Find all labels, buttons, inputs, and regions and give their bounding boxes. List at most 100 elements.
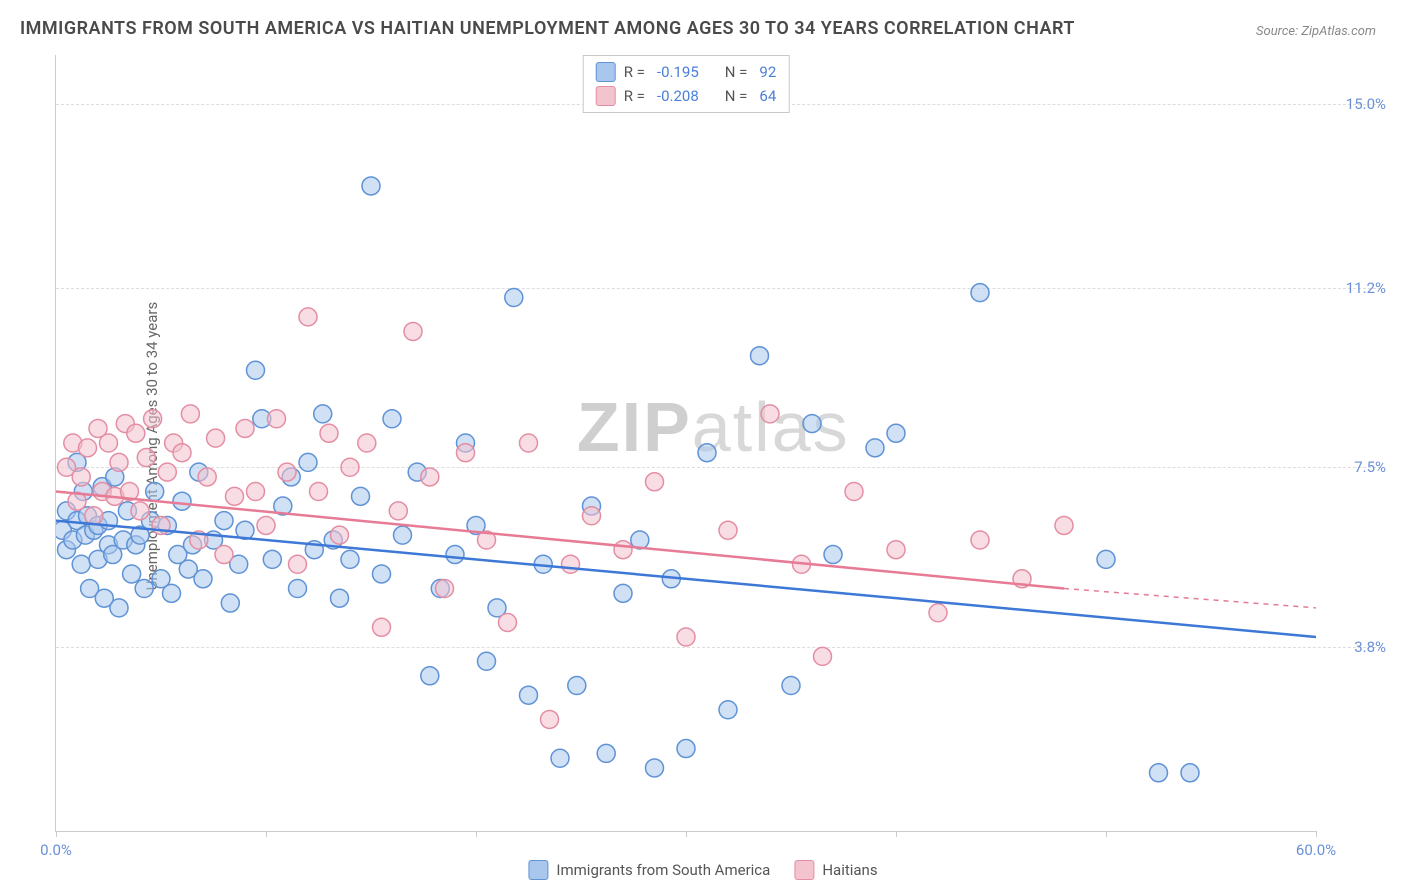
data-point (1097, 550, 1115, 568)
data-point (194, 570, 212, 588)
data-point (137, 449, 155, 467)
data-point (421, 667, 439, 685)
data-point (352, 487, 370, 505)
data-point (436, 580, 454, 598)
data-point (719, 701, 737, 719)
y-tick-label: 3.8% (1354, 638, 1386, 656)
y-tick-label: 15.0% (1346, 95, 1386, 113)
data-point (677, 628, 695, 646)
data-point (698, 444, 716, 462)
x-tick-label: 60.0% (1296, 841, 1336, 859)
data-point (110, 453, 128, 471)
data-point (761, 405, 779, 423)
data-point (646, 759, 664, 777)
data-point (236, 419, 254, 437)
data-point (814, 647, 832, 665)
trend-line (56, 521, 1316, 637)
data-point (173, 492, 191, 510)
data-point (331, 526, 349, 544)
source-attribution: Source: ZipAtlas.com (1256, 24, 1376, 39)
data-point (803, 415, 821, 433)
data-point (719, 521, 737, 539)
plot-area: ZIPatlas 3.8%7.5%11.2%15.0% 0.0%60.0% R … (55, 55, 1316, 832)
data-point (541, 710, 559, 728)
data-point (389, 502, 407, 520)
data-point (404, 322, 422, 340)
data-point (505, 289, 523, 307)
data-point (1150, 764, 1168, 782)
data-point (127, 424, 145, 442)
data-point (100, 434, 118, 452)
data-point (173, 444, 191, 462)
data-point (163, 584, 181, 602)
data-point (221, 594, 239, 612)
data-point (929, 604, 947, 622)
data-point (310, 483, 328, 501)
data-point (72, 555, 90, 573)
legend-swatch-icon (794, 860, 814, 880)
chart-title: IMMIGRANTS FROM SOUTH AMERICA VS HAITIAN… (20, 18, 1075, 39)
data-point (782, 677, 800, 695)
data-point (562, 555, 580, 573)
data-point (320, 424, 338, 442)
data-point (520, 686, 538, 704)
data-point (362, 177, 380, 195)
correlation-legend: R = -0.195 N = 92 R = -0.208 N = 64 (583, 55, 790, 113)
data-point (520, 434, 538, 452)
data-point (373, 565, 391, 583)
series-legend: Immigrants from South America Haitians (528, 860, 877, 880)
data-point (135, 580, 153, 598)
data-point (1055, 516, 1073, 534)
data-point (215, 512, 233, 530)
data-point (971, 284, 989, 302)
scatter-svg (56, 55, 1316, 831)
data-point (394, 526, 412, 544)
legend-row-series-2: R = -0.208 N = 64 (596, 84, 777, 108)
data-point (72, 468, 90, 486)
data-point (597, 744, 615, 762)
data-point (551, 749, 569, 767)
legend-item-series-2: Haitians (794, 860, 877, 880)
data-point (971, 531, 989, 549)
data-point (85, 507, 103, 525)
data-point (215, 546, 233, 564)
data-point (1181, 764, 1199, 782)
data-point (457, 444, 475, 462)
data-point (751, 347, 769, 365)
data-point (614, 541, 632, 559)
legend-swatch-icon (596, 62, 616, 82)
data-point (824, 546, 842, 564)
y-tick-label: 11.2% (1346, 279, 1386, 297)
data-point (278, 463, 296, 481)
data-point (198, 468, 216, 486)
data-point (583, 507, 601, 525)
data-point (383, 410, 401, 428)
legend-row-series-1: R = -0.195 N = 92 (596, 60, 777, 84)
data-point (341, 550, 359, 568)
chart-container: IMMIGRANTS FROM SOUTH AMERICA VS HAITIAN… (0, 0, 1406, 892)
data-point (358, 434, 376, 452)
data-point (268, 410, 286, 428)
legend-item-series-1: Immigrants from South America (528, 860, 770, 880)
data-point (646, 473, 664, 491)
data-point (158, 463, 176, 481)
x-tick-label: 0.0% (40, 841, 72, 859)
data-point (257, 516, 275, 534)
data-point (614, 584, 632, 602)
data-point (247, 361, 265, 379)
data-point (110, 599, 128, 617)
data-point (123, 565, 141, 583)
data-point (421, 468, 439, 486)
data-point (207, 429, 225, 447)
data-point (568, 677, 586, 695)
data-point (314, 405, 332, 423)
data-point (289, 555, 307, 573)
data-point (181, 405, 199, 423)
trend-line-extrapolated (1064, 589, 1316, 608)
data-point (677, 740, 695, 758)
data-point (331, 589, 349, 607)
legend-swatch-icon (528, 860, 548, 880)
data-point (341, 458, 359, 476)
y-tick-label: 7.5% (1354, 458, 1386, 476)
data-point (478, 652, 496, 670)
